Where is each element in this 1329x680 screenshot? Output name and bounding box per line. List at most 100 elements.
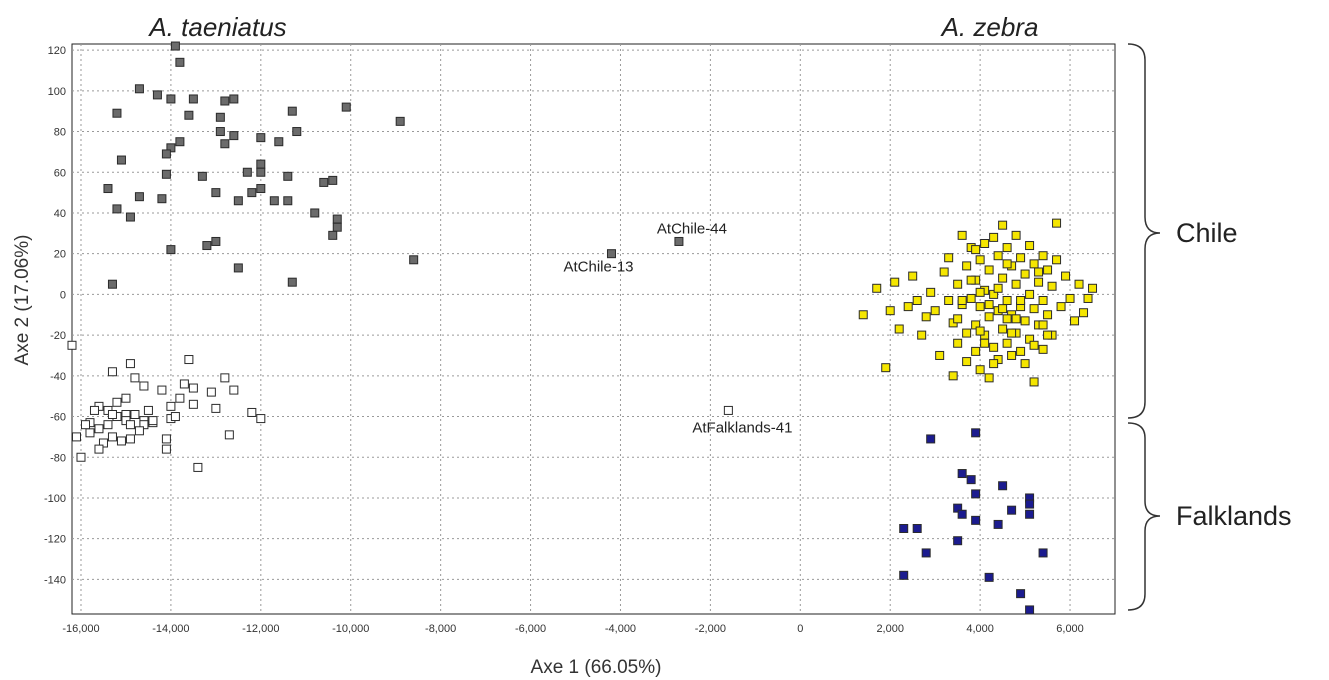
data-point (229, 131, 239, 141)
data-point (161, 149, 171, 159)
data-point (247, 188, 257, 198)
data-point (1043, 330, 1053, 340)
data-point (166, 94, 176, 104)
data-point (395, 116, 405, 126)
data-point (975, 255, 985, 265)
x-tick-label: -2,000 (695, 623, 726, 635)
data-point (269, 196, 279, 206)
data-point (890, 277, 900, 287)
data-point (148, 416, 158, 426)
group-label-chile: Chile (1176, 218, 1238, 248)
data-point (202, 241, 212, 251)
data-point (112, 204, 122, 214)
data-point (971, 428, 981, 438)
x-axis-label: Axe 1 (66.05%) (531, 657, 662, 678)
data-point (116, 436, 126, 446)
y-tick-label: -40 (50, 371, 66, 383)
data-point (962, 328, 972, 338)
point-annotation: AtFalklands-41 (692, 419, 792, 436)
data-point (161, 434, 171, 444)
data-point (1034, 277, 1044, 287)
data-point (206, 387, 216, 397)
data-point (1025, 289, 1035, 299)
data-point (984, 265, 994, 275)
data-point (112, 397, 122, 407)
data-point (211, 236, 221, 246)
data-point (229, 385, 239, 395)
data-point (1020, 269, 1030, 279)
data-point (1016, 253, 1026, 263)
data-point (894, 324, 904, 334)
x-tick-label: -12,000 (242, 623, 279, 635)
data-point (233, 263, 243, 273)
data-point (152, 90, 162, 100)
data-point (975, 287, 985, 297)
data-point (975, 302, 985, 312)
data-point (319, 177, 329, 187)
data-point (957, 469, 967, 479)
data-point (971, 515, 981, 525)
point-annotation: AtChile-44 (657, 220, 727, 237)
data-point (287, 106, 297, 116)
y-tick-label: -20 (50, 330, 66, 342)
data-point (157, 385, 167, 395)
y-tick-label: 80 (54, 127, 66, 139)
data-point (998, 324, 1008, 334)
data-point (283, 171, 293, 181)
y-tick-label: -100 (44, 493, 66, 505)
data-point (125, 212, 135, 222)
x-tick-label: -16,000 (62, 623, 99, 635)
x-tick-label: -8,000 (425, 623, 456, 635)
data-point (1038, 296, 1048, 305)
data-point (1029, 304, 1039, 314)
data-point (134, 84, 144, 94)
data-point (1002, 338, 1012, 348)
data-point (1079, 308, 1089, 318)
data-point (1016, 589, 1026, 599)
data-point (971, 245, 981, 255)
data-point (184, 355, 194, 365)
data-point (1052, 218, 1062, 228)
plot-area (71, 43, 1116, 615)
data-point (107, 410, 117, 419)
data-point (170, 41, 180, 51)
data-point (85, 428, 95, 438)
group-label-falklands: Falklands (1176, 501, 1292, 531)
y-tick-label: 100 (48, 86, 66, 98)
data-point (953, 338, 963, 348)
data-point (328, 175, 338, 185)
data-point (1011, 314, 1021, 324)
data-point (170, 412, 180, 422)
data-point (188, 383, 198, 393)
data-point (166, 401, 176, 411)
data-point (899, 524, 909, 533)
data-point (1011, 279, 1021, 289)
data-point (921, 312, 931, 322)
data-point (215, 112, 225, 122)
y-tick-label: -60 (50, 412, 66, 424)
data-point (957, 509, 967, 519)
data-point (926, 434, 936, 444)
data-point (125, 359, 135, 369)
data-point (1038, 320, 1048, 330)
data-point (103, 420, 113, 430)
data-point (211, 188, 221, 198)
data-point (188, 399, 198, 409)
data-point (975, 326, 985, 336)
data-point (1083, 293, 1093, 303)
data-point (1047, 281, 1057, 291)
data-point (1025, 499, 1035, 509)
data-point (966, 475, 976, 485)
data-point (858, 310, 868, 320)
data-point (980, 338, 990, 348)
data-point (89, 405, 99, 415)
data-point (1016, 346, 1026, 356)
data-point (966, 275, 976, 285)
data-point (930, 306, 940, 316)
data-point (1065, 293, 1075, 303)
data-point (197, 171, 207, 181)
data-point (94, 424, 104, 434)
data-point (957, 296, 967, 305)
data-point (1088, 283, 1098, 293)
data-point (953, 536, 963, 546)
